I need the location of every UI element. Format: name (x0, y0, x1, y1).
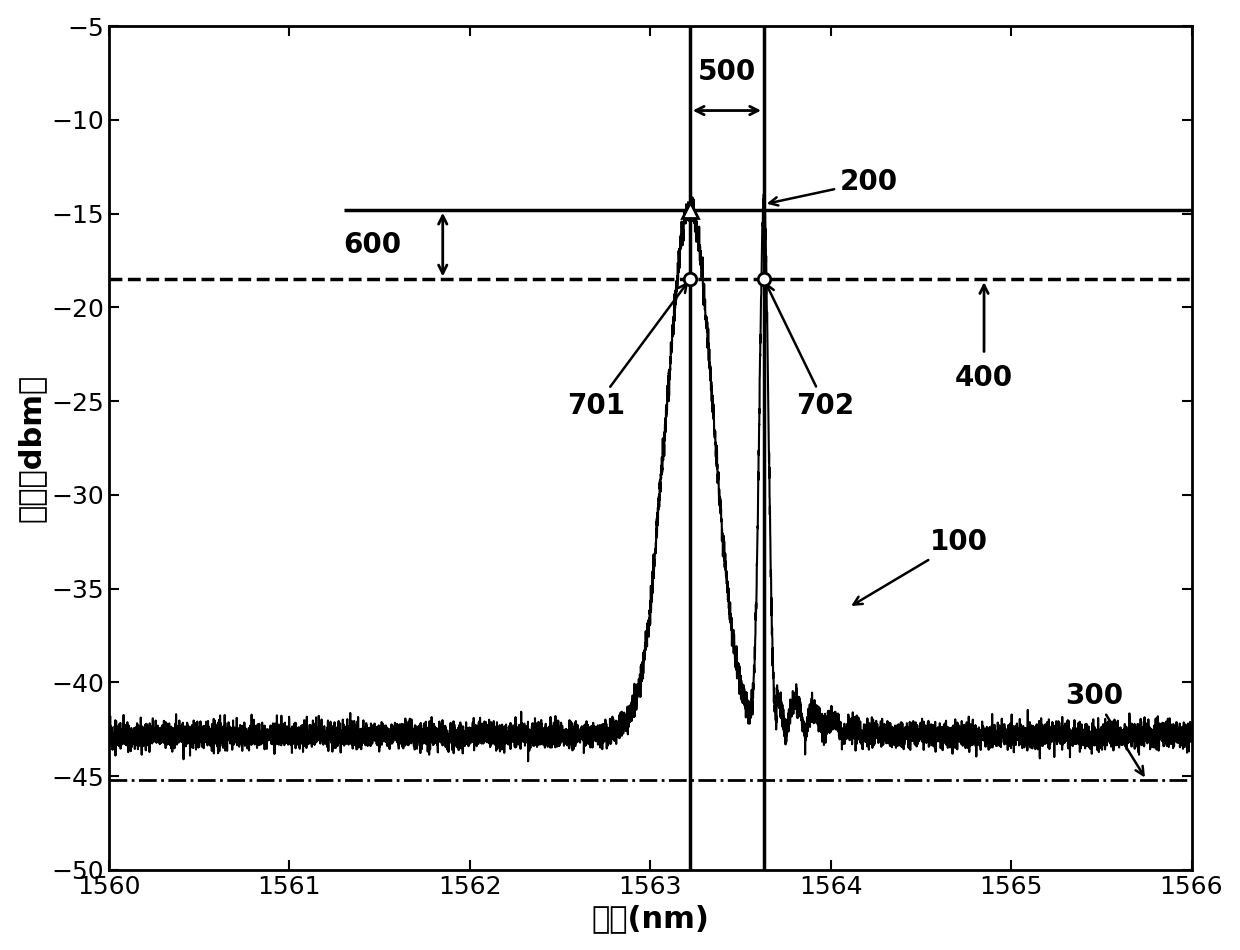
Text: 600: 600 (343, 231, 402, 258)
Text: 702: 702 (766, 284, 854, 420)
Text: 500: 500 (698, 58, 756, 86)
Text: 200: 200 (769, 168, 898, 205)
Text: 701: 701 (567, 284, 687, 420)
Y-axis label: 功率（dbm）: 功率（dbm） (16, 374, 46, 522)
Text: 400: 400 (955, 364, 1013, 391)
X-axis label: 波长(nm): 波长(nm) (591, 904, 709, 933)
Text: 300: 300 (1065, 681, 1143, 775)
Text: 100: 100 (853, 528, 988, 604)
